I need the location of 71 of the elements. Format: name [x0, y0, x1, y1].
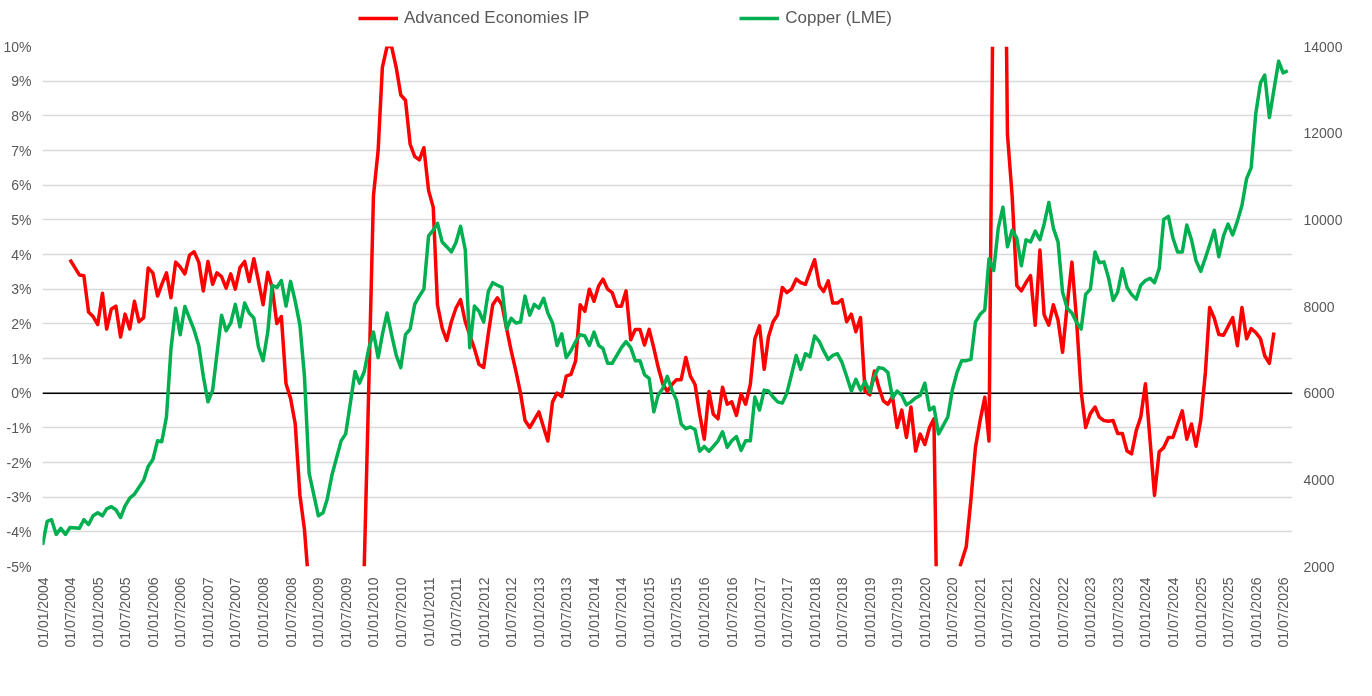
x-tick-label: 01/01/2025 [1192, 577, 1209, 648]
y2-tick-label: 4000 [1303, 471, 1335, 488]
x-tick-label: 01/07/2008 [282, 577, 299, 648]
y-tick-label: -3% [6, 489, 32, 506]
legend-label: Copper (LME) [785, 8, 892, 28]
y-tick-label: 9% [11, 73, 32, 90]
x-tick-label: 01/01/2019 [861, 577, 878, 648]
y-tick-label: 0% [11, 385, 32, 402]
x-tick-label: 01/07/2009 [337, 577, 354, 648]
y2-tick-label: 14000 [1303, 38, 1343, 55]
y-tick-label: -1% [6, 419, 32, 436]
y-tick-label: 7% [11, 142, 32, 159]
x-tick-label: 01/01/2023 [1082, 577, 1099, 648]
x-tick-label: 01/01/2008 [255, 577, 272, 648]
x-tick-label: 01/07/2004 [61, 577, 78, 648]
x-tick-label: 01/07/2018 [833, 577, 850, 648]
legend-label: Advanced Economies IP [404, 8, 590, 28]
y-tick-label: 2% [11, 315, 32, 332]
x-tick-label: 01/01/2011 [420, 577, 437, 647]
x-tick-label: 01/07/2011 [447, 577, 464, 647]
x-tick-label: 01/07/2024 [1164, 577, 1181, 648]
y-tick-label: 10% [3, 38, 32, 55]
x-tick-label: 01/01/2006 [144, 577, 161, 648]
x-tick-label: 01/07/2021 [999, 577, 1016, 648]
x-tick-label: 01/01/2013 [530, 577, 547, 648]
x-tick-label: 01/07/2012 [503, 577, 520, 648]
y-tick-label: -4% [6, 523, 32, 540]
x-tick-label: 01/01/2021 [972, 577, 989, 648]
y-tick-label: 8% [11, 107, 32, 124]
x-tick-label: 01/01/2015 [641, 577, 658, 648]
x-tick-label: 01/01/2007 [199, 577, 216, 648]
x-tick-label: 01/07/2025 [1220, 577, 1237, 648]
x-tick-label: 01/07/2015 [668, 577, 685, 648]
x-tick-label: 01/01/2026 [1247, 577, 1264, 648]
x-tick-label: 01/01/2009 [310, 577, 327, 648]
y2-tick-label: 2000 [1303, 558, 1335, 575]
y2-tick-label: 12000 [1303, 125, 1343, 142]
x-tick-label: 01/01/2017 [751, 577, 768, 648]
x-tick-label: 01/01/2024 [1137, 577, 1154, 648]
x-tick-label: 01/07/2014 [613, 577, 630, 648]
x-tick-label: 01/07/2016 [723, 577, 740, 648]
y2-tick-label: 6000 [1303, 385, 1335, 402]
x-tick-label: 01/01/2016 [696, 577, 713, 648]
y2-tick-label: 8000 [1303, 298, 1335, 315]
x-tick-label: 01/01/2005 [89, 577, 106, 648]
x-tick-label: 01/07/2019 [889, 577, 906, 648]
x-tick-label: 01/07/2022 [1054, 577, 1071, 648]
y-tick-label: -5% [6, 558, 32, 575]
y-tick-label: 6% [11, 177, 32, 194]
x-tick-label: 01/07/2005 [117, 577, 134, 648]
y2-tick-label: 10000 [1303, 211, 1343, 228]
x-tick-label: 01/01/2004 [34, 577, 51, 648]
x-tick-label: 01/01/2022 [1027, 577, 1044, 648]
y-tick-label: 4% [11, 246, 32, 263]
x-tick-label: 01/07/2010 [392, 577, 409, 648]
x-tick-label: 01/07/2006 [172, 577, 189, 648]
x-tick-label: 01/01/2010 [365, 577, 382, 648]
x-tick-label: 01/07/2020 [944, 577, 961, 648]
y-tick-label: 5% [11, 211, 32, 228]
y-tick-label: 1% [11, 350, 32, 367]
x-tick-label: 01/07/2007 [227, 577, 244, 648]
y-tick-label: -2% [6, 454, 32, 471]
x-tick-label: 01/07/2013 [558, 577, 575, 648]
x-tick-label: 01/01/2012 [475, 577, 492, 648]
x-tick-label: 01/07/2026 [1275, 577, 1292, 648]
x-tick-label: 01/01/2014 [586, 577, 603, 648]
x-tick-label: 01/01/2020 [916, 577, 933, 648]
x-tick-label: 01/07/2023 [1109, 577, 1126, 648]
x-tick-label: 01/07/2017 [778, 577, 795, 648]
y-tick-label: 3% [11, 281, 32, 298]
x-tick-label: 01/01/2018 [806, 577, 823, 648]
